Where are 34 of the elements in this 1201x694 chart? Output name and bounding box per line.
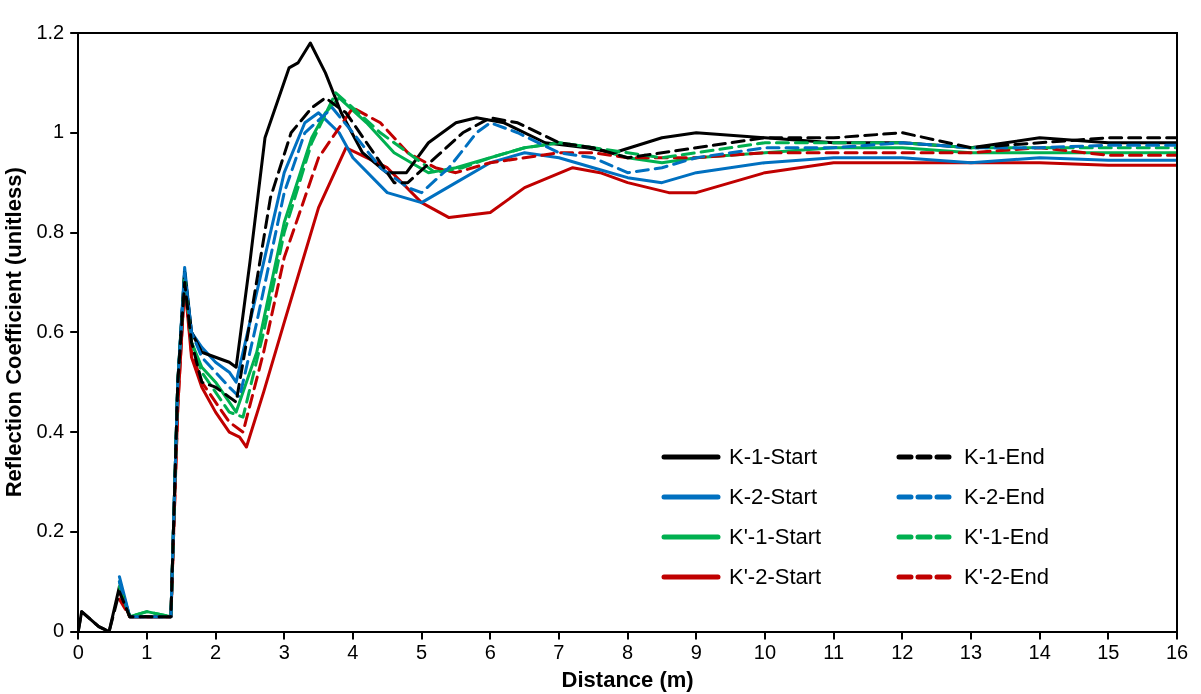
- y-tick-label: 0.6: [36, 319, 65, 342]
- x-tick-label: 2: [209, 641, 222, 664]
- x-tick-label: 15: [1097, 641, 1120, 664]
- x-tick-label: 0: [72, 641, 84, 664]
- legend-label: K'-1-Start: [729, 524, 822, 550]
- legend-label: K'-2-End: [964, 564, 1049, 590]
- x-tick-label: 5: [416, 641, 428, 664]
- legend-label: K-2-Start: [729, 484, 818, 510]
- x-tick-label: 11: [823, 641, 845, 664]
- y-tick-label: 0: [53, 619, 65, 642]
- x-tick-label: 9: [690, 641, 702, 664]
- y-tick-label: 0.8: [36, 220, 65, 243]
- legend-label: K-1-End: [964, 444, 1045, 470]
- x-tick-label: 8: [622, 641, 634, 664]
- y-tick-label: 0.4: [36, 419, 65, 442]
- x-tick-label: 6: [484, 641, 496, 664]
- legend-label: K-2-End: [964, 484, 1045, 510]
- y-tick-label: 1: [53, 120, 65, 143]
- x-tick-label: 14: [1028, 641, 1051, 664]
- legend-label: K-1-Start: [729, 444, 818, 470]
- y-tick-label: 0.2: [36, 519, 65, 542]
- x-tick-label: 12: [891, 641, 914, 664]
- legend-label: K'-2-Start: [729, 564, 822, 590]
- x-tick-label: 10: [753, 641, 777, 664]
- x-axis-title: Distance (m): [561, 666, 694, 692]
- x-tick-label: 13: [959, 641, 983, 664]
- y-axis-title: Reflection Coefficient (unitless): [1, 167, 27, 498]
- x-tick-label: 1: [141, 641, 153, 664]
- x-tick-label: 4: [347, 641, 359, 664]
- y-tick-label: 1.2: [36, 20, 65, 43]
- x-tick-label: 7: [553, 641, 565, 664]
- x-tick-label: 16: [1165, 641, 1189, 664]
- legend-label: K'-1-End: [964, 524, 1049, 550]
- x-tick-label: 3: [278, 641, 290, 664]
